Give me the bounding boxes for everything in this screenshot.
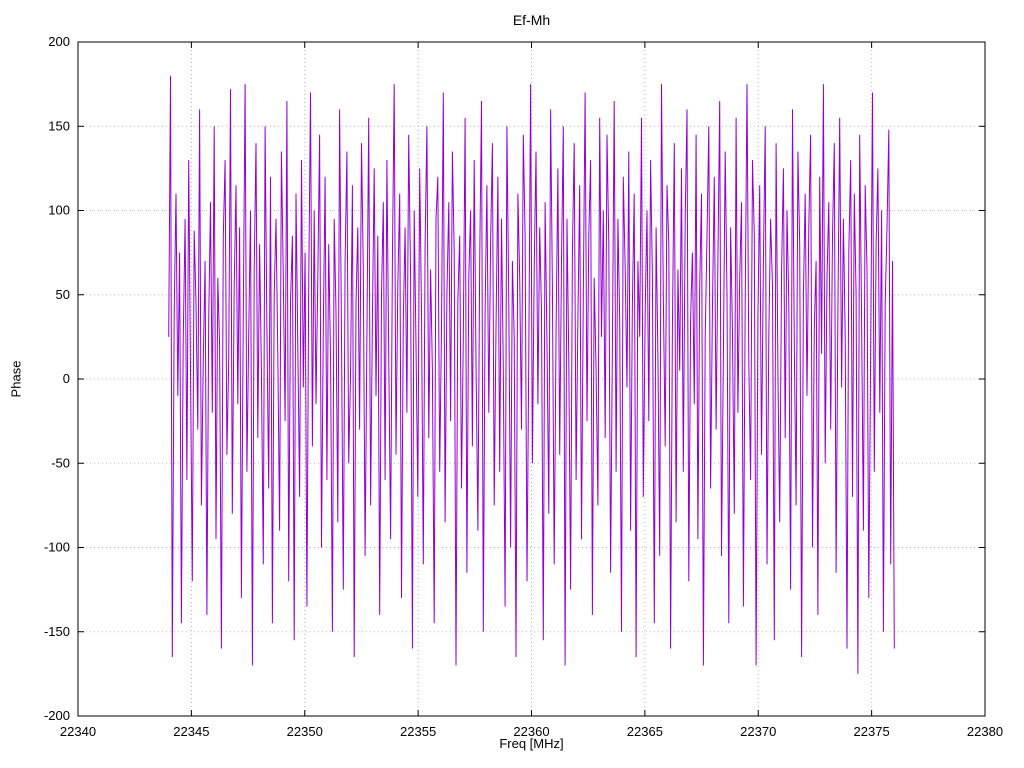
y-tick-label: 50 bbox=[56, 287, 70, 302]
y-axis-label: Phase bbox=[8, 360, 24, 398]
y-tick-label: 150 bbox=[48, 118, 70, 133]
x-tick-label: 22355 bbox=[400, 724, 436, 739]
y-tick-label: -100 bbox=[44, 540, 70, 555]
x-tick-label: 22380 bbox=[967, 724, 1003, 739]
y-tick-label: -150 bbox=[44, 624, 70, 639]
y-tick-label: -50 bbox=[51, 455, 70, 470]
x-tick-label: 22340 bbox=[60, 724, 96, 739]
chart-title: Ef-Mh bbox=[512, 12, 551, 28]
x-tick-label: 22350 bbox=[287, 724, 323, 739]
x-axis-label: Freq [MHz] bbox=[499, 736, 564, 751]
x-tick-label: 22365 bbox=[627, 724, 663, 739]
y-tick-label: -200 bbox=[44, 708, 70, 723]
y-tick-label: 0 bbox=[63, 371, 70, 386]
x-tick-label: 22360 bbox=[513, 724, 549, 739]
y-tick-label: 200 bbox=[48, 34, 70, 49]
x-tick-label: 22375 bbox=[854, 724, 890, 739]
y-tick-label: 100 bbox=[48, 203, 70, 218]
x-tick-label: 22345 bbox=[173, 724, 209, 739]
phase-series-line bbox=[168, 75, 895, 674]
x-tick-label: 22370 bbox=[740, 724, 776, 739]
